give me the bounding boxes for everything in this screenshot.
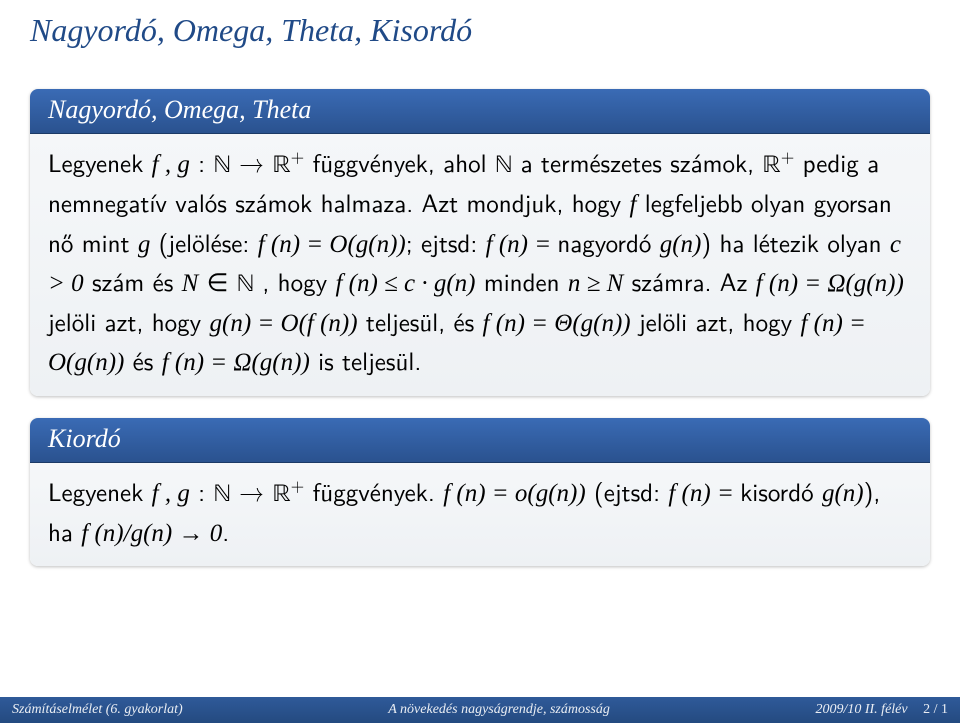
- text: Legyenek: [48, 143, 152, 180]
- math-eq: f (n) =: [486, 231, 558, 258]
- slide: Nagyordó, Omega, Theta, Kisordó Nagyordó…: [0, 0, 960, 723]
- math-g: g: [138, 231, 151, 258]
- sup-plus: +: [781, 144, 795, 169]
- sup-plus: +: [291, 472, 305, 497]
- math-theta: f (n) = Θ(g(n)): [483, 310, 631, 337]
- text: számra. Az: [623, 262, 755, 299]
- math-fg: f , g: [152, 480, 190, 507]
- slide-title: Nagyordó, Omega, Theta, Kisordó: [30, 6, 930, 49]
- text: , hogy: [254, 262, 335, 299]
- math-eq: g(n): [822, 480, 864, 507]
- block-littleo-body: Legyenek f , g : ℕ → ℝ+ függvények. f (n…: [30, 463, 930, 567]
- symbol-R: ℝ: [272, 482, 290, 507]
- arrow: →: [231, 143, 273, 180]
- text: függvények.: [304, 472, 443, 509]
- math-N: N: [182, 270, 199, 297]
- symbol-R: ℝ: [272, 153, 290, 178]
- text: (jelölése:: [150, 223, 257, 260]
- text: :: [190, 472, 214, 509]
- math-ineq: f (n) ≤ c · g(n): [335, 270, 475, 297]
- symbol-N: ℕ: [213, 153, 230, 178]
- block-bigo-body: Legyenek f , g : ℕ → ℝ+ függvények, ahol…: [30, 134, 930, 396]
- text: :: [190, 143, 214, 180]
- block-littleo-header: Kiordó: [30, 418, 930, 463]
- block-bigo: Nagyordó, Omega, Theta Legyenek f , g : …: [30, 89, 930, 396]
- text: jelöli azt, hogy: [48, 302, 210, 339]
- text: nagyordó: [557, 223, 659, 260]
- text: a természetes számok,: [512, 143, 762, 180]
- text: függvények, ahol: [304, 143, 495, 180]
- footer: Számításelmélet (6. gyakorlat) A növeked…: [0, 697, 960, 723]
- math-nN: n ≥ N: [568, 270, 623, 297]
- block-littleo: Kiordó Legyenek f , g : ℕ → ℝ+ függvénye…: [30, 418, 930, 567]
- math-eq: f (n) =: [668, 480, 740, 507]
- math-lim: f (n)/g(n) → 0: [81, 520, 222, 547]
- text: Legyenek: [48, 472, 152, 509]
- footer-left: Számításelmélet (6. gyakorlat): [12, 702, 183, 718]
- footer-term: 2009/10 II. félév: [815, 702, 907, 717]
- block-bigo-header: Nagyordó, Omega, Theta: [30, 89, 930, 134]
- math-eq: f (n) = O(g(n)): [258, 231, 406, 258]
- text: ) ha létezik olyan: [701, 223, 890, 260]
- math-eq: g(n): [660, 231, 702, 258]
- footer-right: 2009/10 II. félév 2 / 1: [815, 702, 948, 718]
- math-eq: f (n) = o(g(n)): [443, 480, 586, 507]
- text: jelöli azt, hogy: [631, 302, 801, 339]
- symbol-N: ℕ: [237, 272, 254, 297]
- text: minden: [476, 262, 568, 299]
- math-omega: f (n) = Ω(g(n)): [756, 270, 904, 297]
- symbol-in: ∈: [198, 262, 236, 299]
- math-fOm: f (n) = Ω(g(n)): [162, 349, 310, 376]
- text: és: [124, 341, 161, 378]
- text: kisordó: [740, 472, 822, 509]
- text: (ejtsd:: [586, 472, 669, 509]
- footer-page: 2 / 1: [923, 702, 948, 717]
- text: ; ejtsd:: [406, 223, 486, 260]
- sup-plus: +: [291, 144, 305, 169]
- symbol-N: ℕ: [495, 153, 512, 178]
- arrow: →: [231, 472, 273, 509]
- text: is teljesül.: [310, 341, 422, 378]
- symbol-R: ℝ: [762, 153, 780, 178]
- symbol-N: ℕ: [213, 482, 230, 507]
- text: szám és: [84, 262, 182, 299]
- footer-mid: A növekedés nagyságrendje, számosság: [183, 702, 816, 718]
- text: .: [222, 512, 229, 549]
- math-gO: g(n) = O(f (n)): [210, 310, 358, 337]
- text: teljesül, és: [358, 302, 483, 339]
- math-fg: f , g: [152, 151, 190, 178]
